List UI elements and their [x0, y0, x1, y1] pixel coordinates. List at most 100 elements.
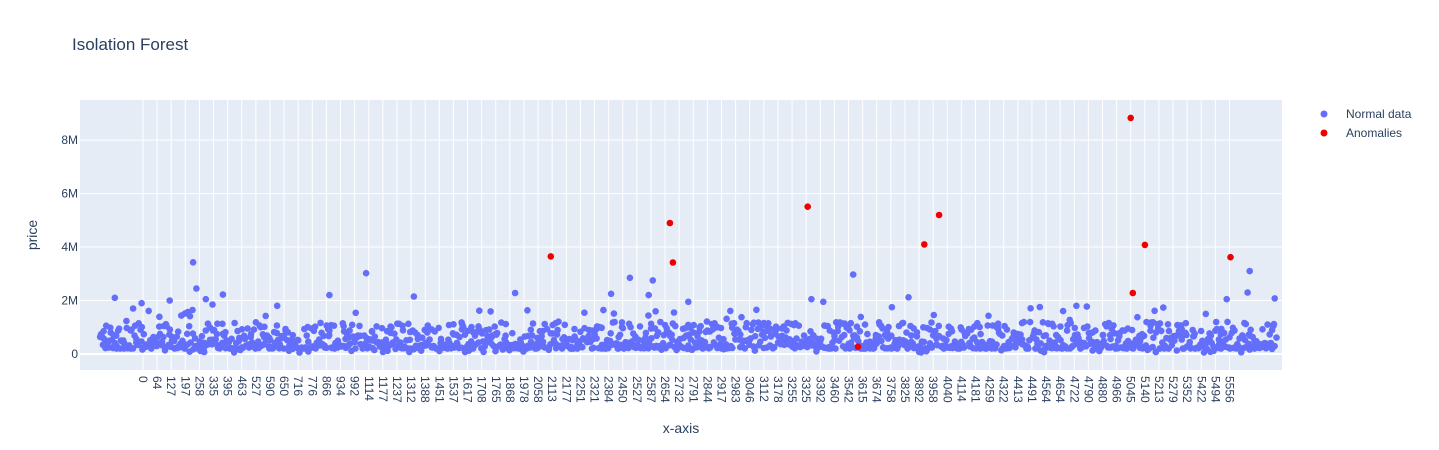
x-tick-label: 866: [319, 376, 333, 396]
chart-title: Isolation Forest: [72, 35, 188, 54]
normal-point: [419, 334, 426, 342]
normal-point: [590, 344, 597, 352]
x-tick-label: 4322: [997, 376, 1011, 403]
normal-point: [855, 337, 862, 345]
anomaly-point: [935, 211, 943, 219]
legend-item-anomalies[interactable]: Anomalies: [1320, 126, 1403, 140]
y-grid: [80, 139, 1282, 355]
normal-point: [340, 322, 347, 330]
normal-point: [652, 308, 659, 315]
x-tick-label: 1765: [489, 376, 503, 403]
normal-point: [619, 324, 627, 332]
normal-point: [262, 312, 270, 320]
normal-point: [820, 298, 827, 306]
normal-point: [1165, 327, 1173, 335]
normal-point: [193, 285, 200, 292]
normal-point: [115, 325, 123, 333]
x-tick-label: 1978: [517, 376, 531, 403]
normal-point: [317, 319, 324, 327]
y-axis-ticks: 0 2M 4M 6M 8M: [61, 133, 78, 361]
normal-point: [487, 308, 494, 315]
x-tick-label: 3892: [912, 376, 926, 403]
normal-point: [219, 291, 227, 298]
normal-point: [857, 313, 865, 321]
x-tick-label: 4413: [1011, 376, 1025, 403]
normal-point: [280, 345, 288, 352]
normal-point: [426, 336, 433, 343]
normal-point: [993, 341, 1000, 348]
x-tick-label: 463: [235, 376, 249, 396]
normal-point: [174, 328, 182, 336]
normal-point: [200, 348, 208, 356]
normal-point: [1083, 303, 1091, 310]
normal-point: [303, 332, 311, 339]
x-tick-label: 4790: [1081, 376, 1095, 403]
normal-point: [1073, 302, 1080, 310]
normal-point: [1026, 318, 1034, 326]
normal-point: [561, 321, 569, 329]
normal-point: [173, 333, 181, 341]
normal-point: [817, 335, 825, 343]
x-tick-label: 5422: [1194, 376, 1208, 403]
normal-point: [1039, 319, 1047, 326]
normal-point: [793, 335, 800, 342]
normal-point: [145, 307, 152, 315]
normal-point: [723, 315, 730, 323]
normal-point: [1027, 305, 1034, 312]
normal-point: [976, 323, 983, 331]
normal-point: [607, 330, 614, 337]
normal-point: [581, 309, 588, 317]
anomaly-point: [854, 343, 862, 351]
x-tick-label: 2450: [616, 376, 630, 403]
y-axis-title: price: [24, 220, 40, 251]
legend-item-normal[interactable]: Normal data: [1320, 107, 1412, 121]
normal-point: [1107, 335, 1114, 343]
x-tick-label: 1868: [503, 376, 517, 403]
normal-point: [1084, 323, 1091, 330]
x-tick-label: 1177: [376, 376, 390, 402]
x-tick-label: 934: [334, 376, 348, 396]
normal-point: [166, 297, 173, 304]
normal-point: [720, 335, 727, 343]
normal-point: [107, 324, 114, 332]
normal-point: [371, 346, 378, 354]
normal-point: [320, 332, 328, 340]
normal-point: [923, 348, 930, 355]
normal-point: [1018, 336, 1026, 343]
normal-point: [1271, 295, 1278, 302]
normal-point: [493, 329, 501, 337]
normal-point: [179, 337, 186, 345]
x-tick-label: 64: [150, 376, 164, 390]
normal-point: [737, 331, 744, 338]
x-tick-label: 2587: [644, 376, 658, 403]
x-tick-label: 2321: [588, 376, 602, 403]
normal-point: [1173, 347, 1181, 354]
normal-point: [1223, 295, 1230, 303]
normal-point: [730, 319, 738, 327]
x-tick-label: 5352: [1180, 376, 1194, 403]
normal-point: [607, 290, 615, 298]
normal-point: [399, 327, 407, 334]
normal-point: [1242, 320, 1250, 328]
normal-point: [405, 320, 412, 328]
normal-point: [743, 319, 750, 327]
normal-point: [984, 322, 991, 329]
normal-point: [1186, 338, 1193, 346]
normal-point: [491, 323, 499, 330]
normal-point: [186, 312, 194, 320]
normal-point: [847, 319, 855, 327]
normal-point: [1212, 318, 1220, 326]
normal-point: [846, 326, 853, 334]
normal-point: [1071, 324, 1079, 332]
normal-point: [672, 322, 679, 330]
normal-point: [701, 338, 709, 346]
normal-point: [645, 291, 652, 299]
normal-point: [311, 323, 319, 331]
normal-point: [129, 305, 137, 312]
normal-point: [1273, 334, 1280, 341]
normal-point: [1164, 321, 1172, 328]
normal-point: [751, 332, 759, 340]
x-tick-label: 2844: [700, 376, 714, 403]
x-tick-label: 716: [291, 376, 305, 396]
x-tick-label: 4880: [1095, 376, 1109, 403]
